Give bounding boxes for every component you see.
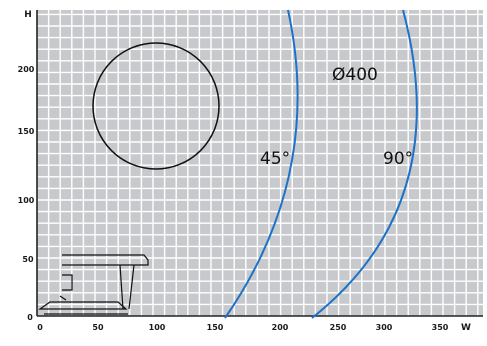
y-tick-label: 100 [18,196,35,205]
y-tick-label: 200 [18,65,35,74]
x-tick-label: 150 [207,323,224,332]
x-tick-label: 300 [376,323,393,332]
grid-lines [37,10,483,316]
x-tick-label: 50 [92,323,104,332]
x-tick-label: 200 [272,323,289,332]
y-axis-letter: H [24,10,32,20]
camera-outline [38,254,149,315]
object-circle [92,42,220,170]
x-axis-letter: W [461,323,471,333]
x-tick-label: 100 [149,323,166,332]
y-tick-label: 50 [22,255,34,264]
arc-90 [311,9,418,319]
angle-45-label: 45° [260,149,290,169]
x-tick-label: 0 [37,323,43,332]
y-tick-label: 0 [27,313,33,322]
x-tick-label: 250 [330,323,347,332]
diameter-label: Ø400 [332,65,378,85]
angle-90-label: 90° [383,149,413,169]
arc-45 [224,9,299,319]
y-tick-label: 150 [18,127,35,136]
x-tick-label: 350 [432,323,449,332]
